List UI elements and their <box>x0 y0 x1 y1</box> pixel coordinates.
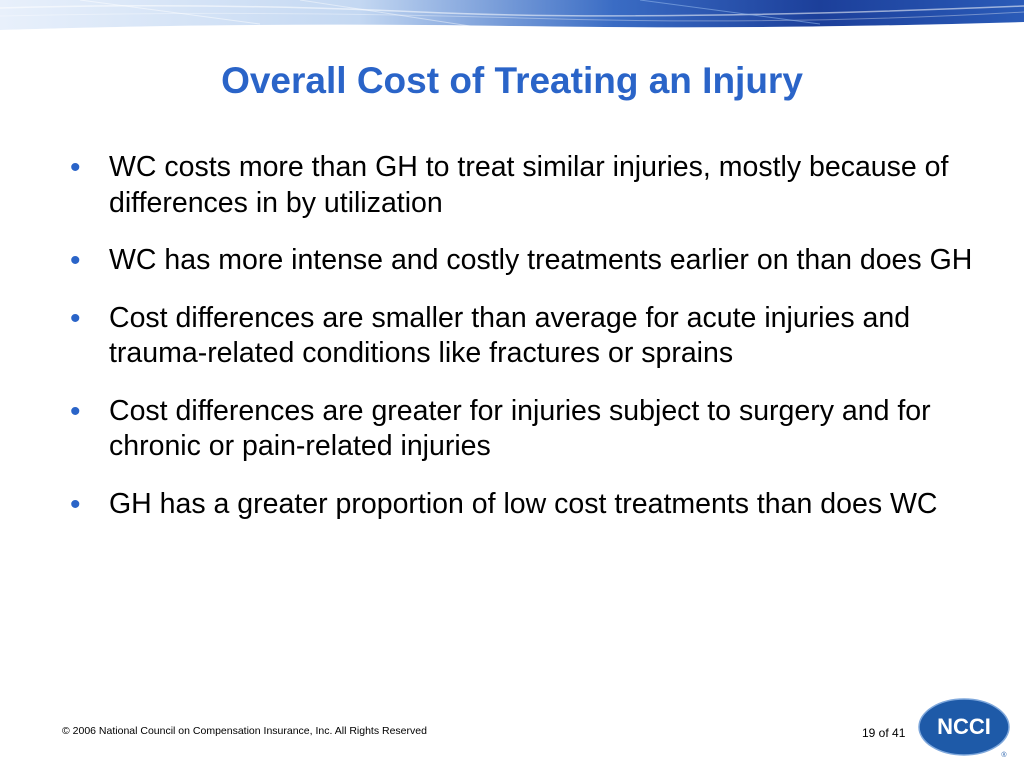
bullet-text: Cost differences are greater for injurie… <box>109 394 931 463</box>
ncci-logo: NCCI ® <box>918 698 1010 759</box>
bullet-item: • Cost differences are smaller than aver… <box>70 301 990 372</box>
bullet-icon: • <box>70 394 81 428</box>
bullet-text: Cost differences are smaller than averag… <box>109 301 911 370</box>
logo-text: NCCI <box>937 714 991 739</box>
bullet-item: • WC costs more than GH to treat similar… <box>70 150 990 221</box>
registered-mark: ® <box>1001 751 1007 759</box>
bullet-text: GH has a greater proportion of low cost … <box>109 487 938 520</box>
bullet-icon: • <box>70 487 81 521</box>
bullet-text: WC costs more than GH to treat similar i… <box>109 151 949 219</box>
header-banner <box>0 0 1024 34</box>
bullet-text: WC has more intense and costly treatment… <box>109 244 973 276</box>
slide-title: Overall Cost of Treating an Injury <box>221 60 803 101</box>
bullet-item: • GH has a greater proportion of low cos… <box>70 487 990 523</box>
bullet-item: • Cost differences are greater for injur… <box>70 394 990 465</box>
bullet-icon: • <box>70 244 81 277</box>
bullet-icon: • <box>70 301 81 335</box>
bullet-item: • WC has more intense and costly treatme… <box>70 243 990 279</box>
copyright-notice: © 2006 National Council on Compensation … <box>62 725 427 737</box>
bullet-list: • WC costs more than GH to treat similar… <box>70 150 990 544</box>
page-number: 19 of 41 <box>862 726 906 740</box>
bullet-icon: • <box>70 151 81 184</box>
